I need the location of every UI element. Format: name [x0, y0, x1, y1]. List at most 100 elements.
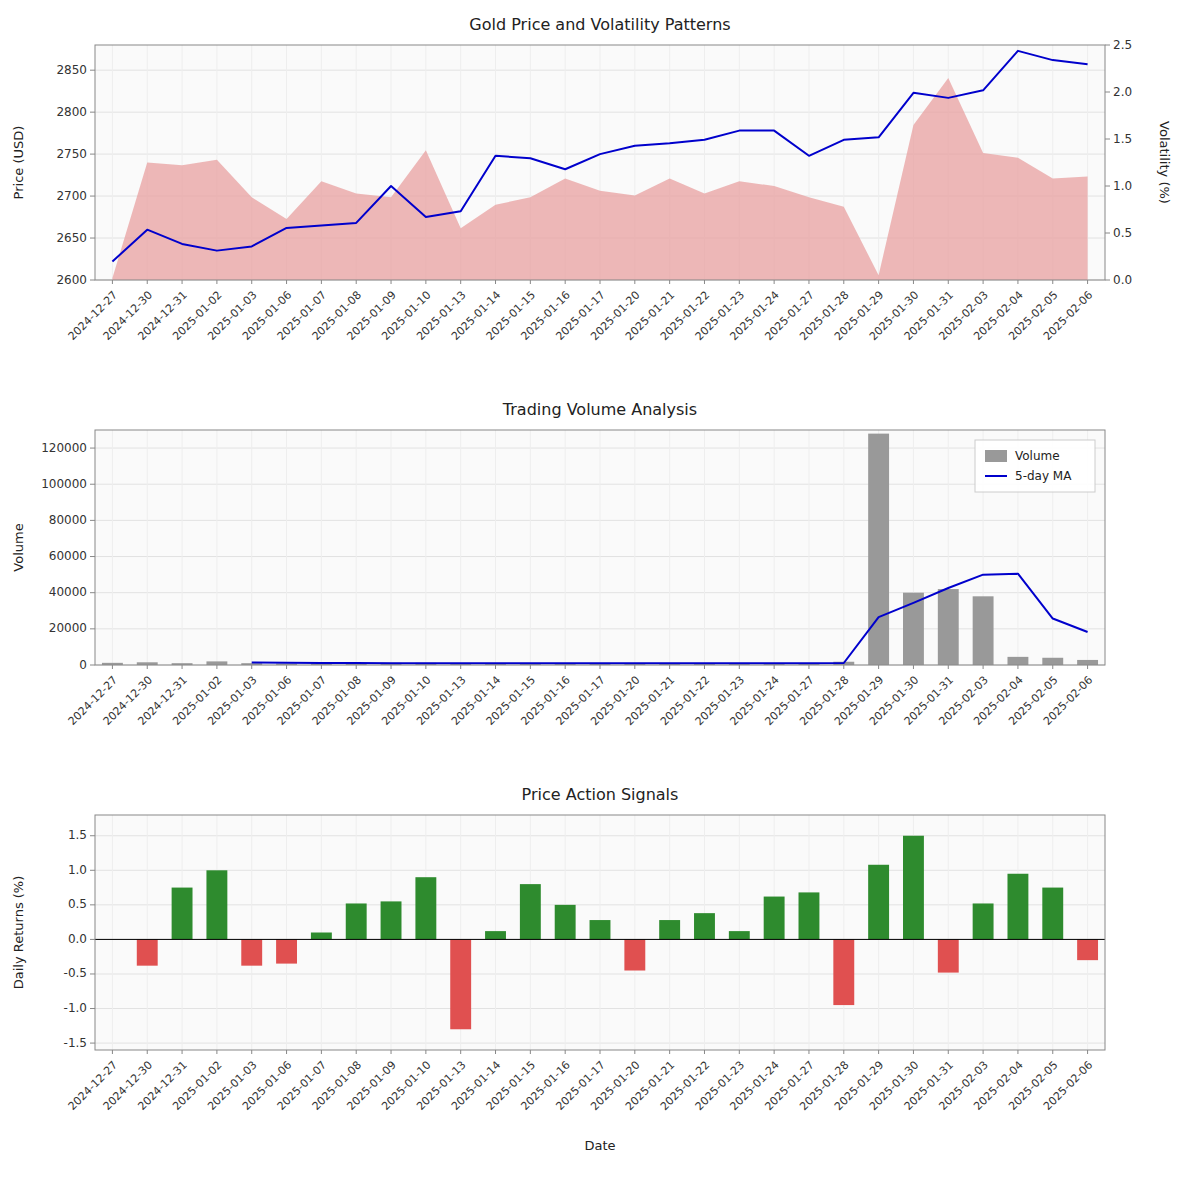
- x-tick: [704, 1050, 705, 1054]
- x-tick: [182, 280, 183, 284]
- y2-tick-label: 2.5: [1113, 38, 1132, 52]
- x-tick: [321, 280, 322, 284]
- x-tick: [808, 665, 809, 669]
- x-tick: [565, 280, 566, 284]
- y2-axis: 0.00.51.01.52.02.5: [1105, 38, 1132, 287]
- legend-box: [975, 440, 1095, 492]
- x-tick: [1017, 1050, 1018, 1054]
- x-tick: [739, 665, 740, 669]
- y-tick-label: 2650: [56, 231, 87, 245]
- marks: [102, 434, 1098, 665]
- x-tick: [739, 1050, 740, 1054]
- x-tick: [147, 1050, 148, 1054]
- y-tick: [90, 628, 95, 629]
- x-tick-label: 2025-02-06: [1041, 1059, 1095, 1113]
- x-tick: [704, 280, 705, 284]
- x-grid-line: [843, 430, 844, 665]
- bar: [1077, 939, 1098, 960]
- bar: [938, 939, 959, 972]
- x-grid-line: [878, 45, 879, 280]
- x-tick: [286, 280, 287, 284]
- grid: [95, 815, 1105, 1050]
- y-tick-label: 80000: [49, 513, 87, 527]
- bar: [868, 865, 889, 940]
- x-tick: [182, 1050, 183, 1054]
- y-tick-label: -0.5: [64, 966, 87, 980]
- x-grid-line: [286, 815, 287, 1050]
- title: Price Action Signals: [522, 785, 679, 804]
- y2-tick-label: 0.5: [1113, 226, 1132, 240]
- y-tick-label: -1.0: [64, 1001, 87, 1015]
- bar: [938, 589, 959, 665]
- x-grid-line: [1087, 815, 1088, 1050]
- x-tick: [321, 665, 322, 669]
- bar: [868, 434, 889, 665]
- x-tick: [704, 665, 705, 669]
- y-tick-label: 1.0: [68, 863, 87, 877]
- x-tick: [251, 1050, 252, 1054]
- x-tick: [391, 665, 392, 669]
- x-tick: [391, 280, 392, 284]
- y-tick-label: 0.0: [68, 932, 87, 946]
- x-tick: [147, 280, 148, 284]
- x-tick: [425, 280, 426, 284]
- x-tick: [147, 665, 148, 669]
- x-tick: [878, 665, 879, 669]
- y-tick: [90, 484, 95, 485]
- x-grid-line: [739, 430, 740, 665]
- bar: [1042, 658, 1063, 665]
- y-tick: [90, 904, 95, 905]
- y-tick-label: 40000: [49, 585, 87, 599]
- y2-tick: [1105, 280, 1110, 281]
- y-grid-line: [95, 939, 1105, 940]
- bar: [206, 870, 227, 939]
- x-grid-line: [112, 430, 113, 665]
- y-tick: [90, 870, 95, 871]
- x-tick: [460, 280, 461, 284]
- bar: [311, 933, 332, 940]
- bar: [764, 897, 785, 940]
- y-axis: -1.5-1.0-0.50.00.51.01.5: [64, 828, 95, 1049]
- x-tick: [391, 1050, 392, 1054]
- legend: Volume5-day MA: [975, 440, 1095, 492]
- y2-tick: [1105, 186, 1110, 187]
- x-tick: [669, 665, 670, 669]
- x-tick: [1017, 280, 1018, 284]
- y-tick-label: 100000: [41, 477, 87, 491]
- x-tick: [1052, 280, 1053, 284]
- x-tick-label: 2025-02-06: [1041, 289, 1095, 343]
- plot-frame: [95, 45, 1105, 280]
- x-tick: [425, 1050, 426, 1054]
- x-tick: [182, 665, 183, 669]
- line: [252, 574, 1088, 664]
- y-tick-label: 20000: [49, 621, 87, 635]
- bar: [381, 901, 402, 939]
- x-tick: [600, 280, 601, 284]
- y2-tick-label: 0.0: [1113, 273, 1132, 287]
- x-tick: [774, 280, 775, 284]
- x-tick: [112, 1050, 113, 1054]
- x-tick: [460, 1050, 461, 1054]
- x-tick: [739, 280, 740, 284]
- x-tick: [495, 665, 496, 669]
- bar: [485, 931, 506, 939]
- x-tick: [356, 280, 357, 284]
- grid: [95, 45, 1105, 280]
- x-grid-line: [704, 430, 705, 665]
- y-tick-label: 2800: [56, 105, 87, 119]
- x-tick: [251, 280, 252, 284]
- x-grid-line: [251, 430, 252, 665]
- marks: [137, 836, 1098, 1030]
- x-tick: [530, 280, 531, 284]
- x-tick: [1087, 665, 1088, 669]
- y-axis: 020000400006000080000100000120000: [41, 441, 95, 672]
- y-tick: [90, 1043, 95, 1044]
- y-tick-label: 0: [79, 658, 87, 672]
- y-tick: [90, 520, 95, 521]
- y2-tick-label: 1.5: [1113, 132, 1132, 146]
- legend-label: Volume: [1015, 449, 1060, 463]
- x-grid-line: [321, 430, 322, 665]
- bar: [590, 920, 611, 939]
- bar: [903, 836, 924, 940]
- x-tick: [425, 665, 426, 669]
